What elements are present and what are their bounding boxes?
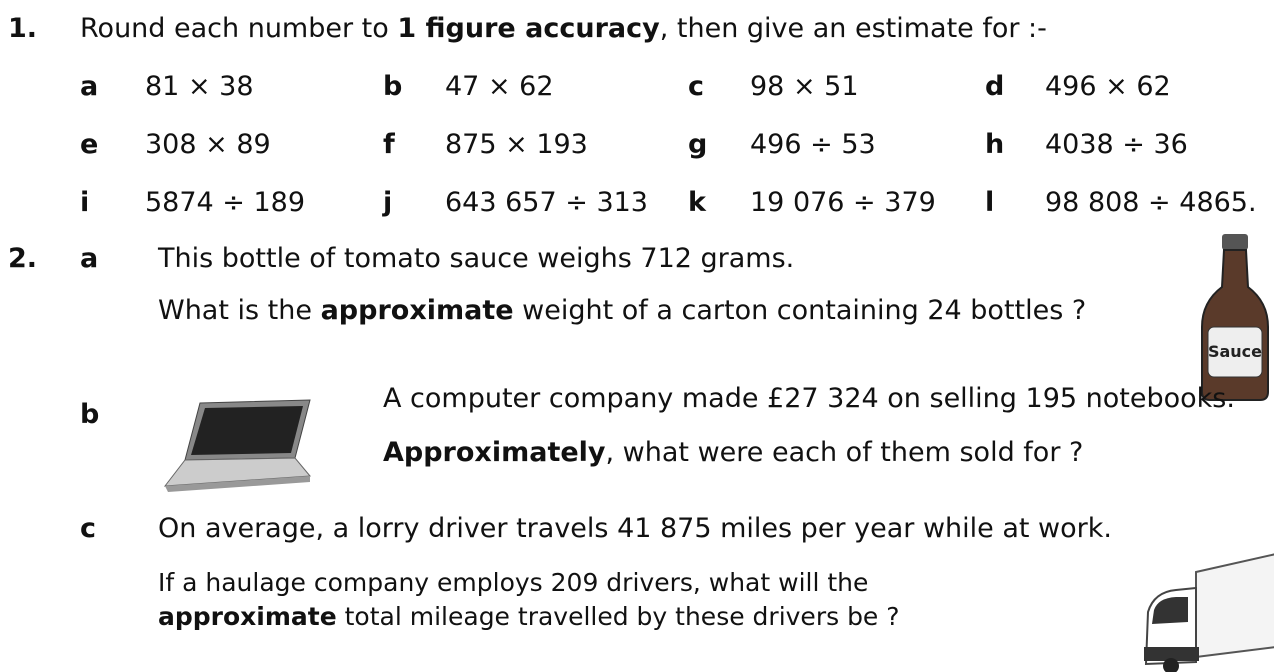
item-expression: 5874 ÷ 189 [145,186,305,220]
question-number: 1. [8,12,37,46]
item-expression: 98 808 ÷ 4865. [1045,186,1257,220]
bold-text: approximate [158,602,337,631]
item-label: g [688,128,707,162]
bold-text: Approximately [383,437,606,468]
worksheet: 1. Round each number to 1 figure accurac… [0,0,1274,672]
item-label: l [985,186,994,220]
item-expression: 496 ÷ 53 [750,128,876,162]
item-expression: 81 × 38 [145,70,254,104]
question-number: 2. [8,242,37,276]
laptop-image [160,398,320,498]
item-expression: 47 × 62 [445,70,554,104]
item-label: f [383,128,395,162]
item-expression: 643 657 ÷ 313 [445,186,648,220]
text: approximate total mileage travelled by t… [158,600,900,634]
item-label: k [688,186,706,220]
item-label: c [688,70,704,104]
item-label: d [985,70,1004,104]
item-expression: 875 × 193 [445,128,588,162]
item-label: j [383,186,392,220]
text: A computer company made £27 324 on selli… [383,382,1235,416]
part-label: c [80,512,96,546]
truck-image [1136,552,1274,672]
text: weight of a carton containing 24 bottles… [514,295,1087,326]
text: What is the [158,295,321,326]
item-label: i [80,186,89,220]
sauce-bottle-image: Sauce [1200,232,1270,402]
text: , what were each of them sold for ? [606,437,1084,468]
part-label: b [80,398,99,432]
item-label: b [383,70,402,104]
item-expression: 4038 ÷ 36 [1045,128,1188,162]
image-label: Sauce [1208,342,1262,361]
text: total mileage travelled by these drivers… [337,602,900,631]
item-expression: 98 × 51 [750,70,859,104]
text: If a haulage company employs 209 drivers… [158,566,868,600]
item-label: a [80,70,98,104]
text: , then give an estimate for :- [660,13,1047,44]
text: Approximately, what were each of them so… [383,436,1083,470]
text: Round each number to [80,13,397,44]
bold-text: approximate [321,295,514,326]
item-expression: 308 × 89 [145,128,271,162]
item-label: h [985,128,1004,162]
text: What is the approximate weight of a cart… [158,294,1086,328]
item-label: e [80,128,98,162]
question-text: Round each number to 1 figure accuracy, … [80,12,1047,46]
part-label: a [80,242,98,276]
item-expression: 496 × 62 [1045,70,1171,104]
text: On average, a lorry driver travels 41 87… [158,512,1112,546]
bold-text: 1 figure accuracy [397,13,659,44]
text: This bottle of tomato sauce weighs 712 g… [158,242,794,276]
item-expression: 19 076 ÷ 379 [750,186,936,220]
